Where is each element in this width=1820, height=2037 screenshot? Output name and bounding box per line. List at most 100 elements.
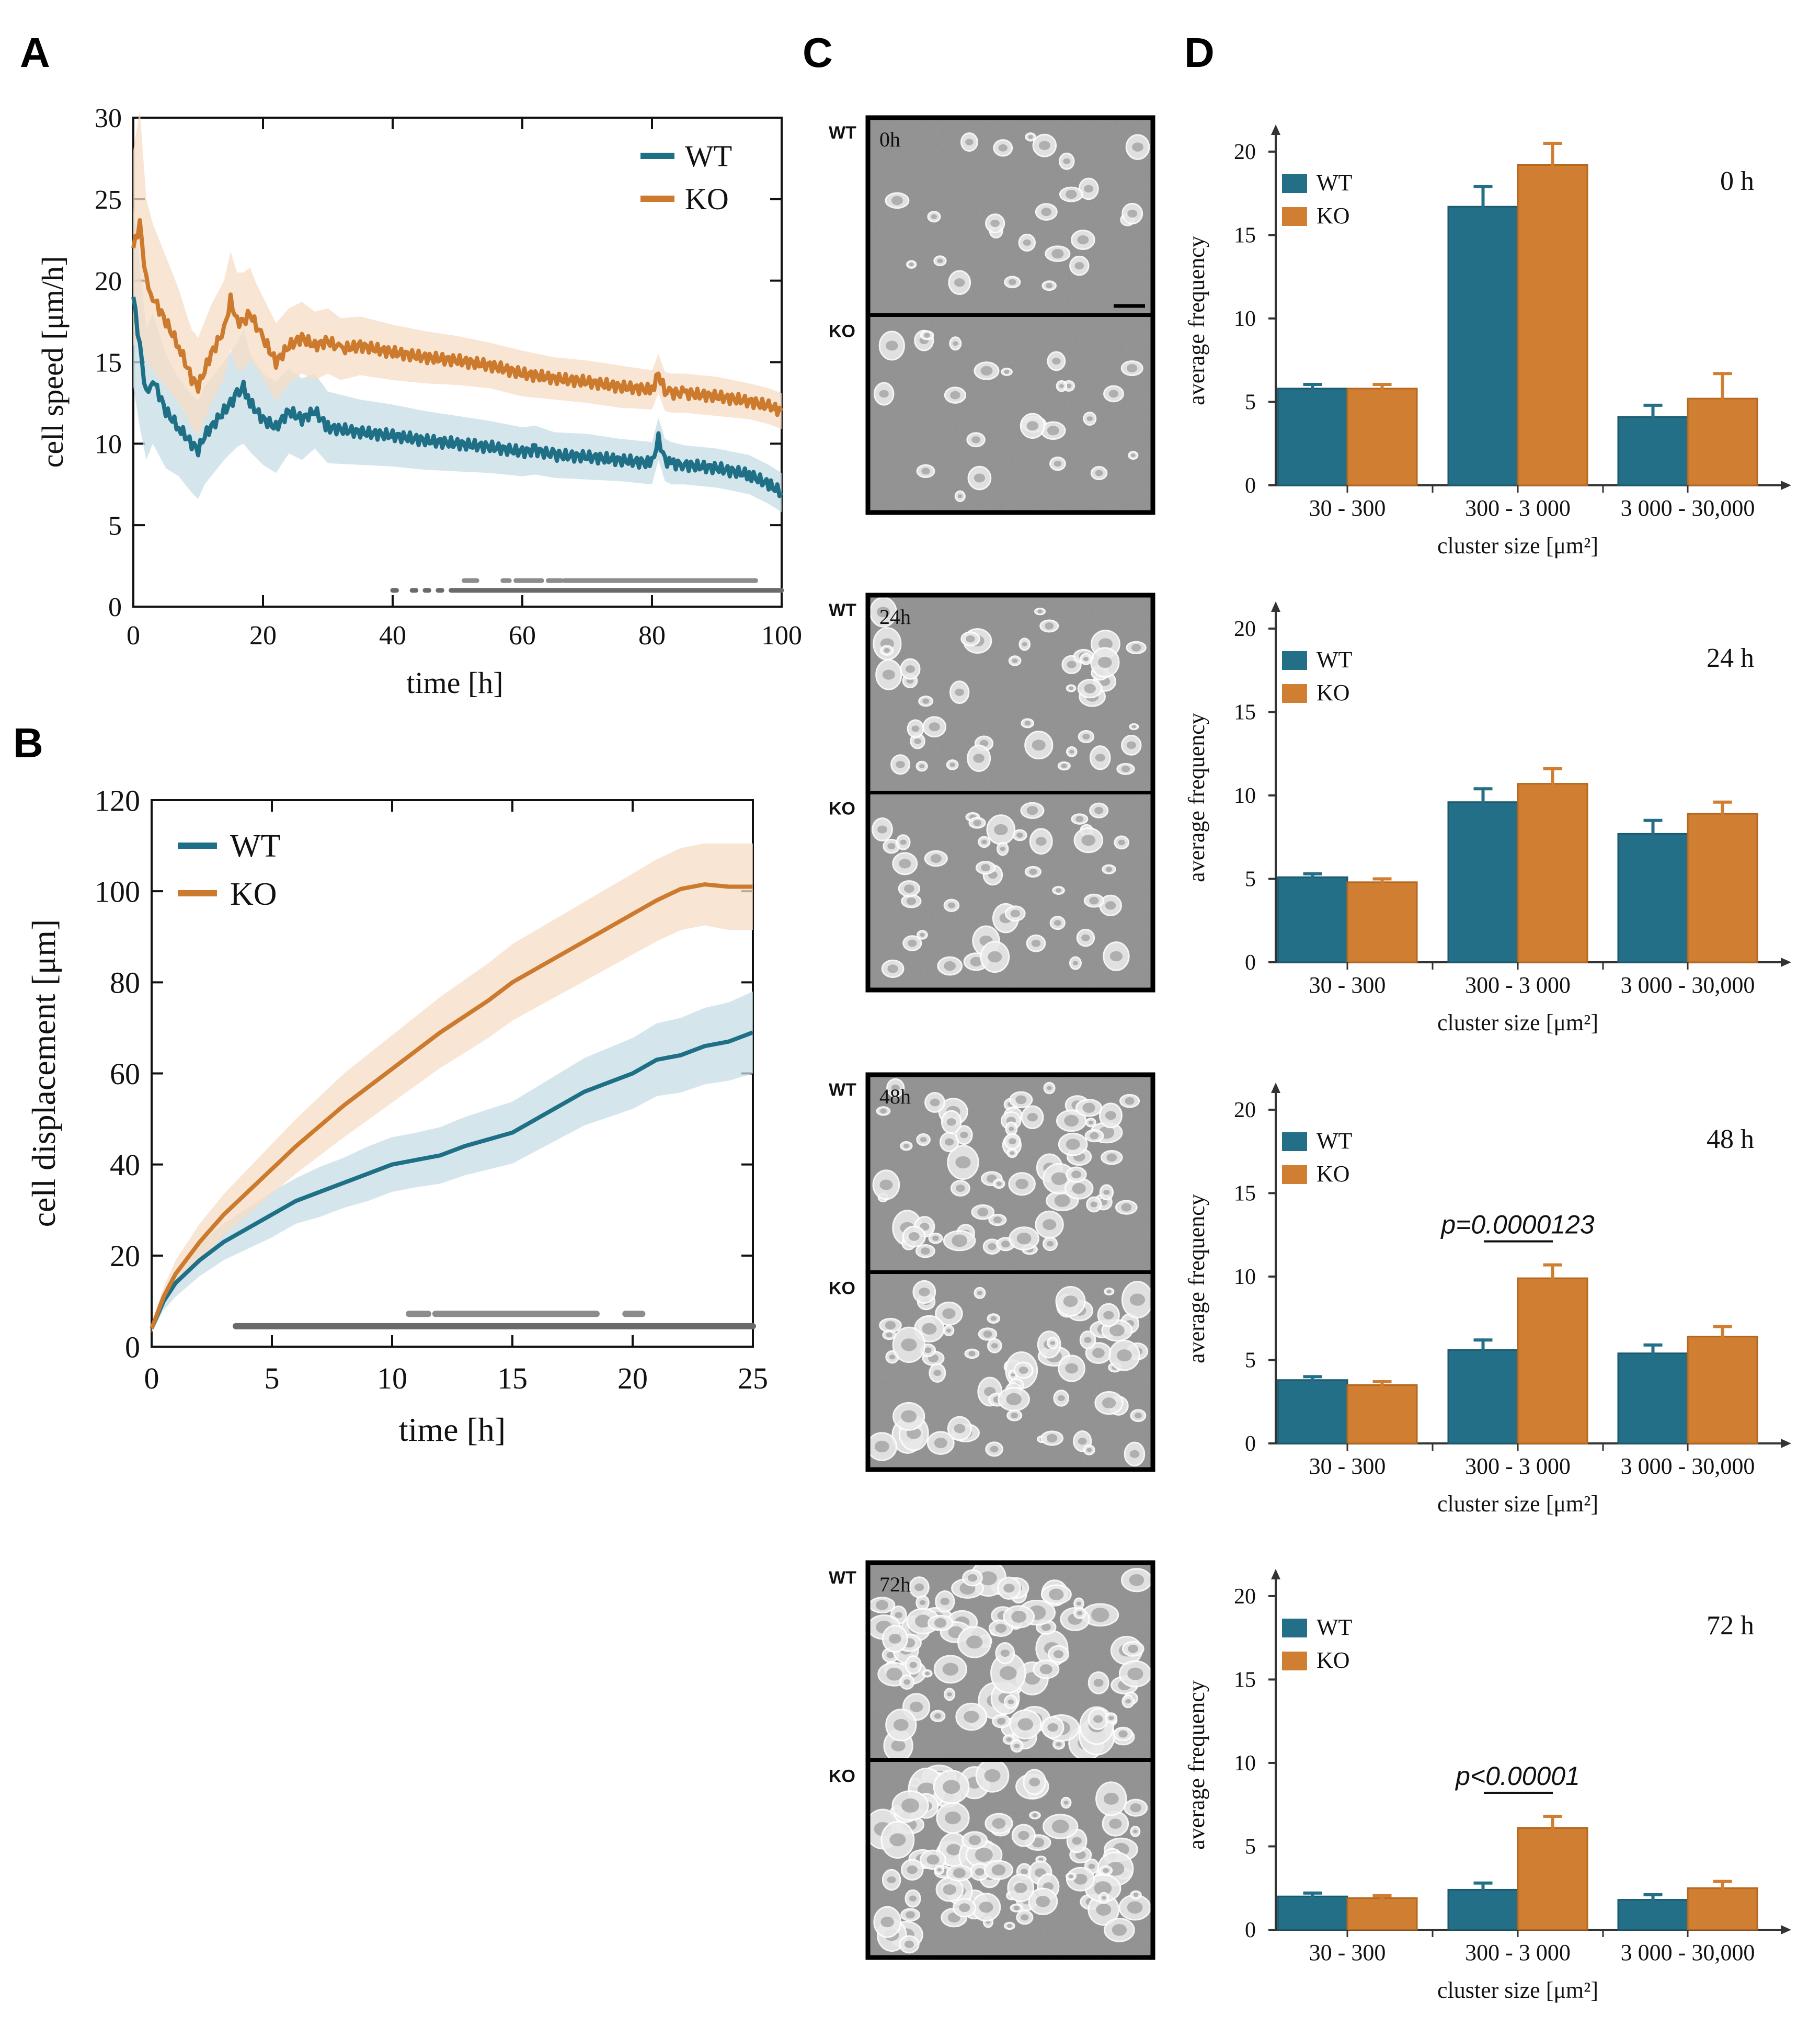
cell-nucleus [954, 278, 965, 287]
y-axis-label: average frequency [1184, 236, 1209, 405]
cell-nucleus [1008, 1699, 1014, 1704]
cell-nucleus [974, 473, 986, 483]
legend-wt-label: WT [1317, 647, 1353, 673]
cell-nucleus [891, 196, 903, 206]
row-label-ko: KO [829, 322, 855, 342]
cell-nucleus [1127, 209, 1138, 218]
cell-nucleus [922, 698, 930, 704]
panel-c-micrographs: WT KO 0h WT KO 24h WT KO 48h WT KO 72h [829, 115, 1155, 1960]
legend-wt-swatch [1282, 1619, 1307, 1637]
cell-nucleus [1051, 248, 1064, 259]
cell-nucleus [1131, 644, 1141, 652]
micrograph-pair: WT KO 72h [829, 1560, 1155, 1960]
legend-ko-label: KO [1317, 1647, 1350, 1673]
cell-nucleus [1105, 867, 1113, 872]
bar-ko [1517, 1827, 1588, 1931]
cell-nucleus [1093, 1679, 1104, 1687]
cell-nucleus [908, 939, 917, 947]
cell-nucleus [906, 897, 916, 905]
cell-nucleus [1027, 1113, 1038, 1122]
legend-wt-label: WT [685, 139, 732, 173]
cell-nucleus [990, 1446, 999, 1453]
cell-nucleus [1054, 920, 1061, 926]
cell-nucleus [1127, 1901, 1143, 1914]
category-label: 300 - 3 000 [1465, 1940, 1571, 1965]
timepoint-label: 24 h [1707, 643, 1754, 673]
cell-nucleus [1018, 1830, 1029, 1840]
bar-ko [1346, 881, 1418, 963]
bar-chart-0h: 0 5 10 15 20 30 - 300 300 - 3 000 3 000 - 30,00… [1184, 124, 1791, 559]
cell-nucleus [1105, 1111, 1116, 1120]
cell-nucleus [943, 1884, 956, 1895]
cell-nucleus [946, 1843, 961, 1856]
category-label: 3 000 - 30,000 [1621, 972, 1755, 998]
micrograph-frame [865, 115, 1155, 515]
y-tick-label: 5 [1245, 867, 1256, 891]
cell-nucleus [1041, 208, 1052, 217]
bar-wt [1277, 1379, 1348, 1444]
y-axis-arrow [1271, 124, 1280, 135]
category-label: 30 - 300 [1309, 1453, 1386, 1479]
cell-nucleus [1077, 1611, 1083, 1615]
timepoint-label: 72 h [1707, 1611, 1754, 1641]
cell-nucleus [1054, 460, 1062, 467]
cell-nucleus [1047, 1723, 1058, 1732]
x-tick-label: 100 [761, 621, 802, 651]
bar-wt [1447, 1349, 1519, 1444]
category-label: 30 - 300 [1309, 1940, 1386, 1965]
cell-nucleus [977, 1291, 982, 1295]
cell-nucleus [1026, 421, 1039, 431]
cell-nucleus [1121, 765, 1130, 772]
cell-nucleus [1053, 1650, 1064, 1658]
x-axis-label: time [h] [399, 1411, 506, 1448]
cell-nucleus [1088, 1120, 1093, 1125]
bar-wt [1447, 206, 1519, 486]
cell-nucleus [886, 1668, 902, 1681]
cell-nucleus [949, 763, 955, 767]
cell-nucleus [933, 1370, 942, 1376]
cell-nucleus [1010, 909, 1020, 918]
bar-wt [1447, 801, 1519, 963]
cell-nucleus [937, 258, 943, 264]
x-axis-label: cluster size [μm²] [1437, 1491, 1598, 1517]
y-tick-label: 20 [95, 267, 122, 297]
cell-nucleus [1011, 1413, 1018, 1418]
cell-nucleus [1089, 896, 1099, 905]
cell-nucleus [1129, 1293, 1146, 1306]
cell-nucleus [1084, 1337, 1092, 1343]
cell-nucleus [901, 1410, 917, 1423]
cell-nucleus [968, 1835, 981, 1846]
panel-label-d: D [1184, 29, 1215, 76]
cell-nucleus [904, 1940, 914, 1949]
cell-nucleus [1045, 622, 1054, 630]
x-tick-label: 20 [249, 621, 277, 651]
y-tick-label: 0 [108, 593, 122, 622]
cell-nucleus [1047, 426, 1059, 436]
cell-nucleus [1038, 1857, 1044, 1862]
legend-wt-label: WT [1317, 1128, 1353, 1154]
row-label-wt: WT [829, 123, 856, 143]
bar-ko [1517, 1277, 1588, 1444]
cell-nucleus [919, 1288, 930, 1296]
legend: WT KO [178, 828, 280, 912]
cell-nucleus [914, 738, 921, 744]
legend-ko-swatch [1282, 207, 1307, 226]
category-label: 300 - 3 000 [1465, 495, 1571, 521]
cell-nucleus [879, 390, 889, 398]
cell-nucleus [1008, 279, 1016, 286]
cell-nucleus [998, 144, 1008, 152]
category-label: 3 000 - 30,000 [1621, 495, 1755, 521]
cell-nucleus [920, 1137, 927, 1143]
cell-nucleus [1015, 1178, 1028, 1189]
cell-nucleus [999, 1666, 1017, 1680]
cell-nucleus [1038, 141, 1050, 150]
y-tick-label: 5 [1245, 1835, 1256, 1859]
confidence-band-ko [152, 843, 753, 1333]
cell-nucleus [1066, 190, 1077, 199]
cell-nucleus [1037, 609, 1043, 613]
cell-nucleus [1061, 764, 1067, 768]
cell-nucleus [874, 1440, 889, 1453]
cell-nucleus [964, 1710, 979, 1723]
cell-nucleus [944, 961, 956, 971]
p-value-label: p=0.0000123 [1440, 1210, 1595, 1239]
